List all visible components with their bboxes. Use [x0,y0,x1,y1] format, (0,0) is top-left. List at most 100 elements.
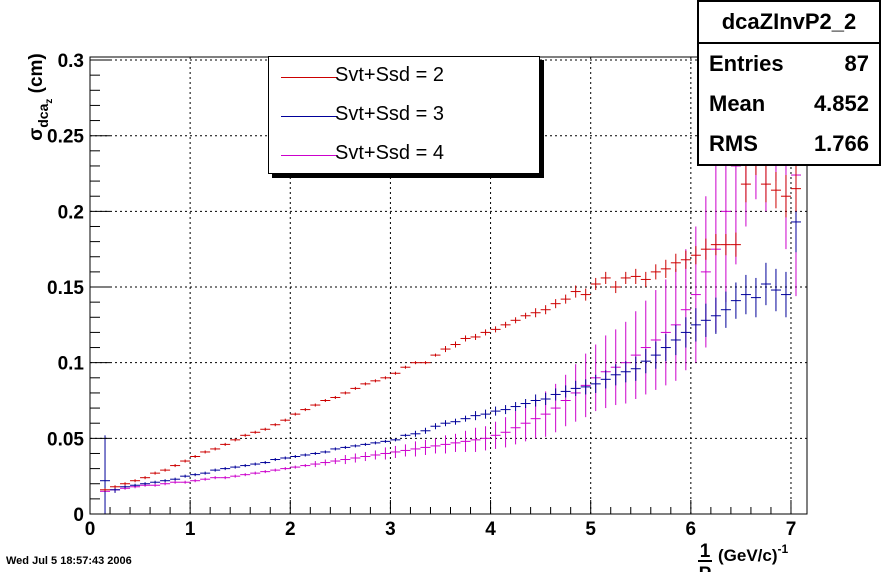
axes: 0 1 2 3 4 5 6 7 0 0.05 0.1 0.15 0.2 0.25 0.3 [47,51,796,540]
y-tick-label: 0.05 [47,429,84,450]
data-point [490,406,501,416]
data-point [650,341,661,369]
stats-row-entries: Entries 87 [699,44,879,84]
data-point [200,450,211,454]
data-point [740,165,751,203]
data-point [290,465,301,469]
y-tick-label: 0.25 [47,127,84,148]
data-point [620,361,631,383]
data-point [490,326,501,333]
data-point [330,395,341,399]
data-point [470,333,481,340]
data-point [320,398,331,403]
data-point [340,445,351,449]
data-point [440,435,451,454]
legend-label-s3: Svt+Ssd = 3 [335,103,444,125]
data-point [470,427,481,452]
data-point [480,426,491,451]
data-point [490,421,501,449]
stats-label: Mean [709,91,766,116]
data-point [600,370,611,389]
data-point [390,445,401,459]
data-point [780,175,791,218]
x-tick-label: 5 [585,519,596,540]
data-point [610,364,621,386]
x-tick-label: 4 [485,519,496,540]
data-point [370,450,381,460]
series-2 [100,126,801,492]
data-point [270,458,281,462]
data-point [100,435,111,514]
data-point [170,464,181,468]
stats-box: dcaZInvP2_2 Entries 87 Mean 4.852 RMS 1.… [697,0,881,166]
data-point [510,411,521,445]
data-point [310,461,321,468]
data-point [210,447,221,451]
y-tick-label: 0.2 [58,202,84,223]
stats-value: 1.766 [813,131,869,156]
data-point [190,479,201,483]
y-tick-label: 0.15 [47,278,84,299]
svg-text:σdcaz (cm): σdcaz (cm) [26,53,55,141]
data-point [170,477,181,481]
data-point [240,433,251,437]
data-point [330,447,341,451]
data-point [400,444,411,457]
data-point [280,467,291,471]
data-point [190,473,201,477]
data-point [150,483,161,487]
data-point [410,441,421,457]
data-point [580,379,591,395]
data-point [270,468,281,472]
data-point [380,376,391,380]
x-tick-label: 0 [85,519,96,540]
data-point [570,380,581,396]
data-point [460,430,471,452]
data-point [150,480,161,484]
data-point [540,305,551,315]
data-point [350,444,361,448]
data-point [420,427,431,434]
data-point [230,465,241,469]
data-point [130,483,141,487]
data-point [190,454,201,459]
x-tick-label: 1 [185,519,196,540]
data-point [240,464,251,468]
data-point [570,285,581,298]
data-point [350,453,361,463]
data-point [290,454,301,459]
data-point [770,268,781,312]
data-point [520,405,531,442]
stats-value: 87 [844,51,869,76]
data-point [460,415,471,422]
data-point [590,374,601,393]
data-point [400,365,411,369]
data-point [560,374,571,427]
data-point [220,476,231,480]
data-point [670,324,681,356]
stats-title: dcaZInvP2_2 [699,2,879,44]
legend-line-s3 [281,116,337,117]
data-point [450,418,461,425]
data-point [380,447,391,460]
data-point [630,356,641,381]
legend-item-s3: Svt+Ssd = 3 [269,100,539,132]
data-point [260,470,271,474]
data-point [290,412,301,416]
data-point [790,165,801,212]
data-point [350,386,361,390]
data-point [560,294,571,304]
data-point [390,438,401,442]
data-point [580,288,591,301]
data-point [500,405,511,415]
data-point [550,299,561,309]
stats-row-rms: RMS 1.766 [699,124,879,164]
data-point [590,277,601,291]
legend-label-s4: Svt+Ssd = 4 [335,142,444,164]
data-point [270,423,281,427]
legend-line-s4 [281,155,337,156]
data-point [660,333,671,362]
data-point [370,379,381,383]
legend-item-s4: Svt+Ssd = 4 [269,139,539,171]
data-point [140,482,151,486]
